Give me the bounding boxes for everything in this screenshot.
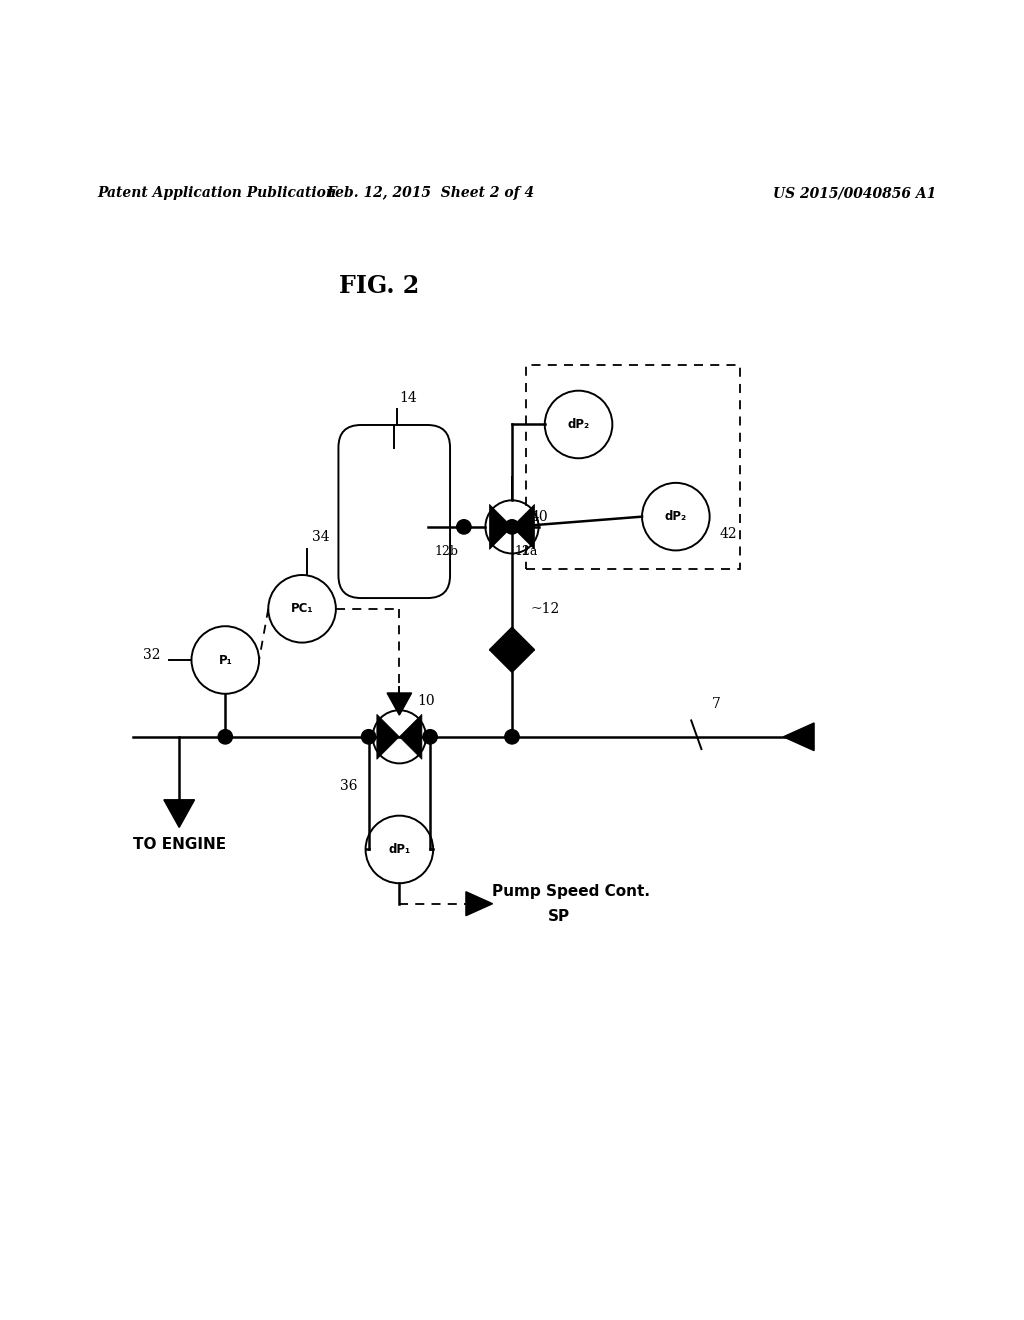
Polygon shape [489, 649, 535, 672]
Circle shape [423, 730, 437, 744]
Polygon shape [164, 800, 195, 828]
Text: 14: 14 [399, 391, 417, 404]
Text: 7: 7 [712, 697, 721, 711]
Text: SP: SP [548, 909, 570, 924]
Circle shape [505, 520, 519, 535]
Circle shape [505, 730, 519, 744]
Text: FIG. 2: FIG. 2 [339, 275, 419, 298]
Text: 42: 42 [720, 527, 737, 541]
Polygon shape [489, 504, 512, 549]
Text: P₁: P₁ [218, 653, 232, 667]
Text: 10: 10 [418, 694, 435, 708]
Text: dP₁: dP₁ [388, 843, 411, 855]
Polygon shape [489, 627, 535, 649]
Text: Patent Application Publication: Patent Application Publication [97, 186, 336, 201]
Polygon shape [512, 504, 535, 549]
Text: 32: 32 [143, 648, 161, 661]
Text: 36: 36 [340, 779, 357, 793]
Text: 34: 34 [312, 531, 330, 544]
Text: PC₁: PC₁ [291, 602, 313, 615]
Text: dP₂: dP₂ [567, 418, 590, 430]
Text: ~12: ~12 [530, 602, 560, 616]
Text: US 2015/0040856 A1: US 2015/0040856 A1 [773, 186, 936, 201]
Circle shape [457, 520, 471, 535]
Text: 12b: 12b [435, 545, 459, 558]
Text: Feb. 12, 2015  Sheet 2 of 4: Feb. 12, 2015 Sheet 2 of 4 [326, 186, 535, 201]
Polygon shape [377, 714, 399, 759]
Text: TO ENGINE: TO ENGINE [133, 837, 225, 853]
Bar [526, 366, 740, 569]
Text: 40: 40 [530, 510, 548, 524]
Polygon shape [783, 723, 814, 751]
Circle shape [361, 730, 376, 744]
Polygon shape [387, 693, 412, 715]
Polygon shape [466, 892, 493, 916]
Text: Pump Speed Cont.: Pump Speed Cont. [492, 883, 649, 899]
Text: 12a: 12a [514, 545, 538, 558]
Circle shape [218, 730, 232, 744]
Polygon shape [399, 714, 422, 759]
Text: dP₂: dP₂ [665, 510, 687, 523]
